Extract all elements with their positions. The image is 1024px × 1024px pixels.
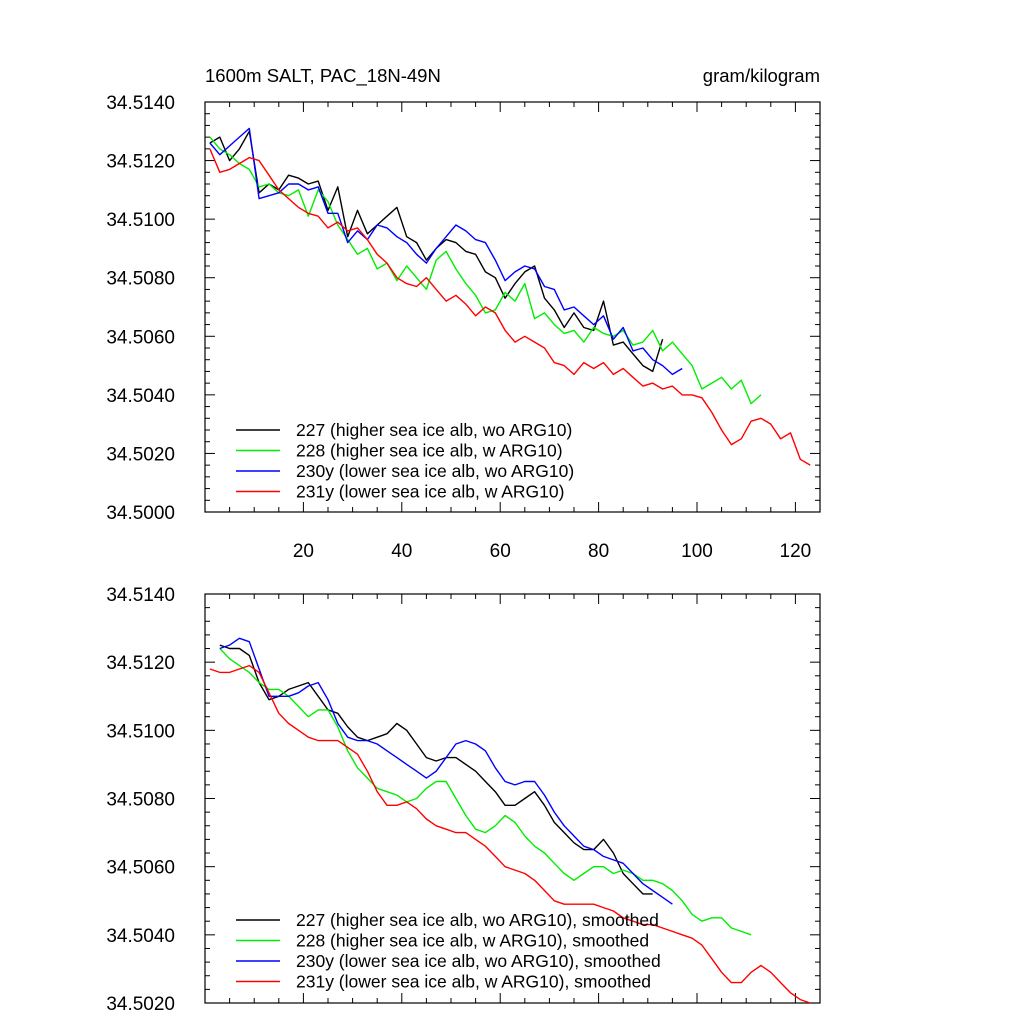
chart-units-label: gram/kilogram (703, 65, 820, 86)
y-tick-label: 34.5120 (106, 152, 175, 173)
chart-title: 1600m SALT, PAC_18N-49N (205, 65, 441, 87)
y-tick-label: 34.5100 (106, 721, 175, 742)
x-tick-label: 20 (293, 541, 314, 562)
series-line-1 (219, 648, 752, 936)
legend-label: 227 (higher sea ice alb, wo ARG10) (296, 420, 572, 440)
y-tick-label: 34.5140 (106, 585, 175, 606)
y-tick-label: 34.5140 (106, 93, 175, 114)
plot-frame (204, 101, 821, 513)
y-tick-label: 34.5000 (106, 503, 175, 524)
legend-label: 228 (higher sea ice alb, w ARG10) (296, 441, 563, 461)
x-tick-label: 60 (490, 541, 511, 562)
x-tick-label: 120 (780, 541, 812, 562)
series-line-2 (219, 637, 673, 905)
y-tick-label: 34.5020 (106, 444, 175, 465)
series-line-3 (209, 148, 811, 466)
legend-label: 228 (higher sea ice alb, w ARG10), smoot… (296, 931, 649, 951)
y-tick-label: 34.5020 (106, 994, 175, 1015)
series-line-0 (209, 130, 664, 373)
y-tick-label: 34.5080 (106, 790, 175, 811)
y-tick-label: 34.5040 (106, 926, 175, 947)
legend-label: 227 (higher sea ice alb, wo ARG10), smoo… (296, 910, 659, 930)
x-tick-label: 40 (391, 541, 412, 562)
legend-label: 231y (lower sea ice alb, w ARG10) (296, 482, 564, 502)
y-tick-label: 34.5060 (106, 327, 175, 348)
y-tick-label: 34.5040 (106, 386, 175, 407)
series-line-1 (209, 136, 762, 405)
top-panel: 34.5000 34.5020 34.5040 34.5060 34.5080 34.51… (106, 93, 821, 562)
legend-label: 231y (lower sea ice alb, w ARG10), smoot… (296, 972, 651, 992)
series-line-0 (219, 644, 653, 895)
y-tick-label: 34.5080 (106, 269, 175, 290)
legend-label: 230y (lower sea ice alb, wo ARG10), smoo… (296, 951, 661, 971)
series-line-3 (209, 664, 811, 1003)
y-tick-label: 34.5100 (106, 210, 175, 231)
bottom-panel: 34.5020 34.5040 34.5060 34.5080 34.5100 34.51… (106, 585, 821, 1015)
series-line-2 (209, 127, 683, 376)
legend-label: 230y (lower sea ice alb, wo ARG10) (296, 461, 574, 481)
x-tick-label: 80 (588, 541, 609, 562)
x-tick-label: 100 (681, 541, 713, 562)
y-tick-label: 34.5120 (106, 653, 175, 674)
y-tick-label: 34.5060 (106, 858, 175, 879)
